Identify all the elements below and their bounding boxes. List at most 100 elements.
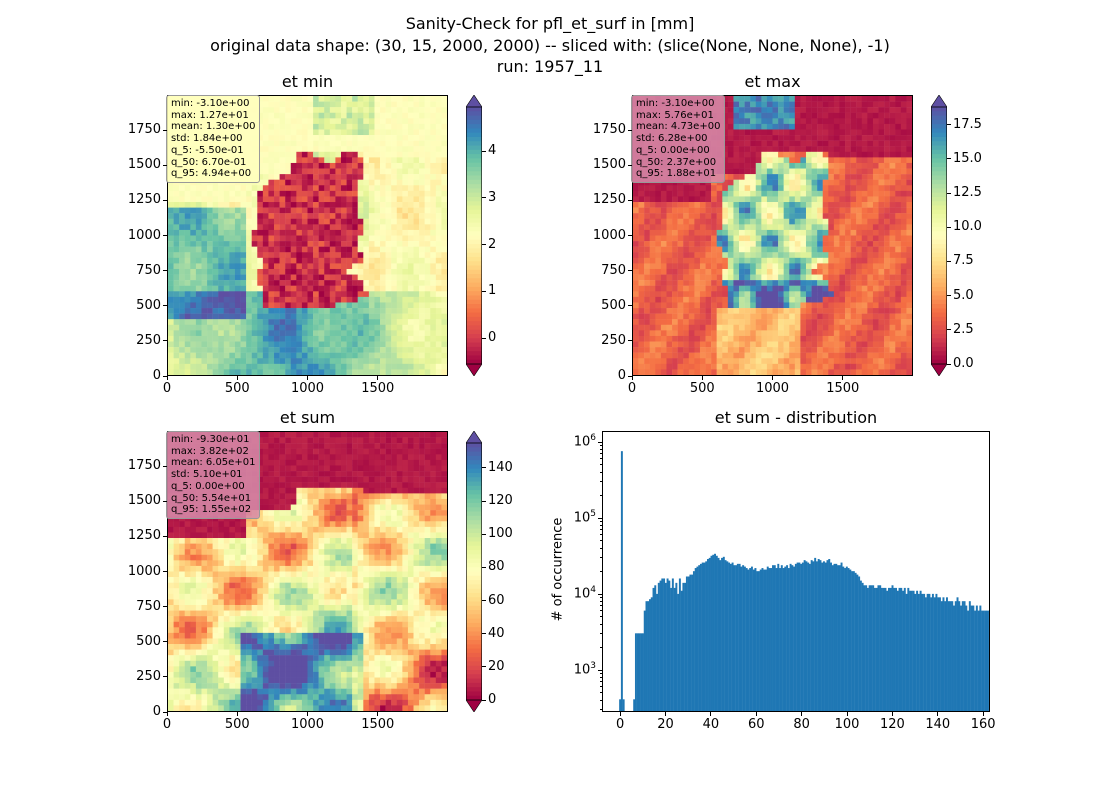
heatmap-cell — [218, 196, 225, 203]
heatmap-cell — [895, 229, 902, 236]
heatmap-cell — [262, 179, 269, 186]
heatmap-cell — [251, 263, 258, 270]
heatmap-cell — [290, 246, 297, 253]
heatmap-cell — [318, 324, 325, 331]
heatmap-cell — [340, 151, 347, 158]
heatmap-cell — [346, 291, 353, 298]
heatmap-cell — [407, 257, 414, 264]
heatmap-cell — [285, 112, 291, 119]
heatmap-cell — [173, 218, 180, 225]
heatmap-cell — [246, 363, 252, 370]
heatmap-cell — [357, 101, 364, 108]
heatmap-cell — [402, 174, 409, 180]
heatmap-cell — [279, 224, 286, 231]
colorbar-segment — [466, 149, 482, 155]
heatmap-cell — [783, 224, 790, 231]
heatmap-cell — [173, 324, 180, 331]
heatmap-cell — [430, 123, 437, 130]
heatmap-cell — [407, 241, 414, 247]
heatmap-cell — [739, 101, 745, 108]
heatmap-cell — [638, 285, 645, 292]
colorbar-segment — [466, 308, 482, 314]
heatmap-cell — [346, 369, 353, 375]
heatmap-cell — [906, 324, 912, 331]
heatmap-cell — [251, 335, 258, 342]
heatmap-cell — [872, 330, 879, 337]
heatmap-cell — [649, 235, 656, 242]
heatmap-cell — [212, 335, 219, 342]
heatmap-cell — [441, 140, 447, 147]
heatmap-cell — [441, 302, 447, 309]
heatmap-cell — [688, 285, 695, 292]
heatmap-cell — [257, 308, 264, 314]
heatmap-cell — [279, 296, 286, 303]
heatmap-cell — [391, 319, 398, 326]
heatmap-cell — [385, 229, 392, 236]
heatmap-cell — [856, 246, 863, 253]
heatmap-cell — [789, 112, 796, 119]
heatmap-cell — [279, 179, 286, 186]
heatmap-cell — [179, 319, 185, 326]
heatmap-cell — [800, 185, 807, 192]
heatmap-cell — [357, 363, 364, 370]
heatmap-cell — [363, 190, 370, 197]
heatmap-cell — [380, 257, 386, 264]
heatmap-cell — [839, 229, 846, 236]
heatmap-cell — [324, 263, 331, 270]
heatmap-cell — [755, 241, 762, 247]
heatmap-cell — [699, 190, 706, 197]
heatmap-cell — [783, 235, 790, 242]
heatmap-cell — [407, 185, 414, 192]
heatmap-cell — [800, 268, 807, 275]
heatmap-cell — [168, 330, 174, 337]
heatmap-cell — [424, 291, 431, 298]
heatmap-cell — [268, 285, 275, 292]
heatmap-cell — [817, 285, 823, 292]
colorbar-segment — [466, 226, 482, 232]
heatmap-cell — [285, 202, 291, 208]
heatmap-cell — [733, 296, 740, 303]
heatmap-cell — [430, 268, 437, 275]
heatmap-cell — [346, 285, 353, 292]
heatmap-cell — [755, 341, 762, 348]
heatmap-cell — [419, 96, 425, 102]
heatmap-cell — [822, 202, 829, 208]
heatmap-cell — [828, 157, 835, 164]
heatmap-cell — [800, 107, 807, 113]
heatmap-cell — [633, 341, 639, 348]
heatmap-cell — [179, 274, 185, 281]
heatmap-cell — [705, 241, 712, 247]
heatmap-cell — [257, 218, 264, 225]
heatmap-cell — [699, 313, 706, 320]
heatmap-cell — [396, 202, 403, 208]
heatmap-cell — [750, 319, 756, 326]
heatmap-cell — [817, 274, 823, 281]
heatmap-cell — [727, 224, 734, 231]
heatmap-cell — [402, 118, 409, 125]
heatmap-cell — [811, 229, 818, 236]
heatmap-cell — [184, 224, 191, 231]
heatmap-cell — [878, 179, 885, 186]
heatmap-cell — [363, 252, 370, 259]
heatmap-cell — [850, 202, 857, 208]
heatmap-cell — [268, 308, 275, 314]
heatmap-cell — [329, 118, 336, 125]
heatmap-cell — [766, 101, 773, 108]
heatmap-cell — [380, 123, 386, 130]
heatmap-cell — [324, 174, 331, 180]
heatmap-cell — [750, 308, 756, 314]
heatmap-cell — [324, 369, 331, 375]
heatmap-cell — [346, 101, 353, 108]
heatmap-cell — [694, 235, 701, 242]
heatmap-cell — [766, 213, 773, 219]
heatmap-cell — [173, 229, 180, 236]
heatmap-cell — [884, 207, 890, 214]
heatmap-cell — [274, 123, 280, 130]
heatmap-cell — [895, 107, 902, 113]
heatmap-cell — [649, 229, 656, 236]
heatmap-cell — [660, 268, 667, 275]
heatmap-cell — [407, 235, 414, 242]
heatmap-cell — [441, 246, 447, 253]
heatmap-cell — [318, 330, 325, 337]
heatmap-cell — [385, 224, 392, 231]
